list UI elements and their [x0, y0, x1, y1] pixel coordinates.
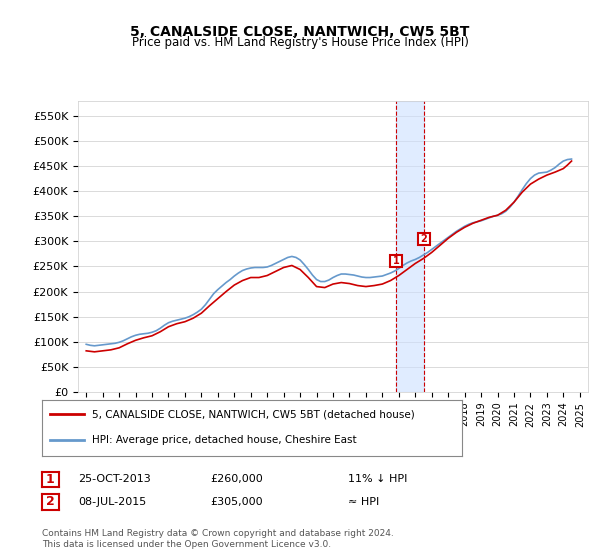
Bar [396, 101, 424, 392]
Text: Contains HM Land Registry data © Crown copyright and database right 2024.
This d: Contains HM Land Registry data © Crown c… [42, 529, 394, 549]
Text: HPI: Average price, detached house, Cheshire East: HPI: Average price, detached house, Ches… [92, 435, 357, 445]
Text: 1: 1 [392, 256, 399, 267]
Text: 25-OCT-2013: 25-OCT-2013 [78, 474, 151, 484]
Text: 5, CANALSIDE CLOSE, NANTWICH, CW5 5BT (detached house): 5, CANALSIDE CLOSE, NANTWICH, CW5 5BT (d… [92, 409, 415, 419]
Text: 08-JUL-2015: 08-JUL-2015 [78, 497, 146, 507]
Text: Price paid vs. HM Land Registry's House Price Index (HPI): Price paid vs. HM Land Registry's House … [131, 36, 469, 49]
Text: 2: 2 [421, 234, 427, 244]
Text: ≈ HPI: ≈ HPI [348, 497, 379, 507]
Text: £260,000: £260,000 [210, 474, 263, 484]
Text: 1: 1 [46, 473, 55, 486]
Text: 2: 2 [46, 495, 55, 508]
Text: 11% ↓ HPI: 11% ↓ HPI [348, 474, 407, 484]
Text: 5, CANALSIDE CLOSE, NANTWICH, CW5 5BT: 5, CANALSIDE CLOSE, NANTWICH, CW5 5BT [130, 25, 470, 39]
Text: £305,000: £305,000 [210, 497, 263, 507]
